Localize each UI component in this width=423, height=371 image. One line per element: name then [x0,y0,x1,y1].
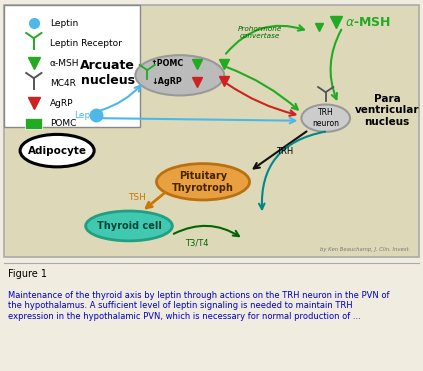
Text: Thyroid cell: Thyroid cell [96,221,162,231]
Text: Adipocyte: Adipocyte [27,146,87,155]
Text: Leptin Receptor: Leptin Receptor [50,39,122,48]
Text: ↑POMC: ↑POMC [151,59,184,68]
Text: $\alpha$-MSH: $\alpha$-MSH [345,16,391,29]
Text: α-MSH: α-MSH [50,59,80,68]
FancyBboxPatch shape [4,5,419,257]
Text: Arcuate
nucleus: Arcuate nucleus [80,59,135,87]
Text: Figure 1: Figure 1 [8,269,47,279]
Text: POMC: POMC [50,119,76,128]
Ellipse shape [85,211,172,241]
Text: MC4R: MC4R [50,79,76,88]
Ellipse shape [135,55,224,95]
Text: TRH
neuron: TRH neuron [312,108,339,128]
Text: TRH: TRH [276,147,293,157]
Text: T3/T4: T3/T4 [185,238,209,247]
Text: AgRP: AgRP [50,99,74,108]
Ellipse shape [301,105,350,132]
Ellipse shape [20,134,94,167]
Text: Prohormone
convertase: Prohormone convertase [238,26,282,39]
Text: by Ken Beauchamp, J. Clin. Invest.: by Ken Beauchamp, J. Clin. Invest. [320,247,410,252]
Text: Maintenance of the thyroid axis by leptin through actions on the TRH neuron in t: Maintenance of the thyroid axis by lepti… [8,291,390,321]
Text: Leptin: Leptin [74,111,102,120]
Text: ↓AgRP: ↓AgRP [152,77,182,86]
FancyBboxPatch shape [4,5,140,127]
Text: TSH: TSH [128,193,146,203]
Bar [25,118,42,129]
Text: Leptin: Leptin [50,19,78,28]
Text: Para
ventricular
nucleus: Para ventricular nucleus [355,94,419,127]
Ellipse shape [157,164,250,200]
Text: Pituitary
Thyrotroph: Pituitary Thyrotroph [172,171,234,193]
